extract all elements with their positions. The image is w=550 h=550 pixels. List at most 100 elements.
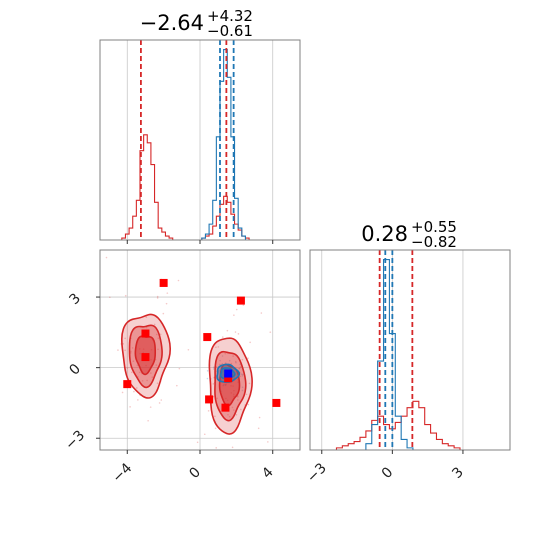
scatter-sample-dot [160,399,163,401]
scatter-sample-dot [109,296,111,299]
scatter-sample-dot [178,367,181,370]
scatter-sample-dot [131,347,134,349]
scatter-sample-dot [156,297,159,299]
scatter-sample-dot [245,393,248,396]
title-param0: −2.64 +4.32 −0.61 [140,7,253,40]
scatter-sample-dot [235,361,237,364]
scatter-sample-dot [231,446,234,449]
scatter-xtick-label: 0 [186,464,204,482]
scatter-sample-dot [158,402,161,404]
scatter-sample-dot [117,349,119,351]
scatter-sample-dot [126,367,129,369]
scatter-sample-dot [157,337,160,340]
scatter-marker-5 [123,380,132,389]
scatter-sample-dot [215,346,217,349]
hist-param1-series-line-1 [360,258,419,451]
hist-param1-bar-s1 [378,361,384,450]
scatter-sample-dot [240,408,242,411]
scatter-sample-dot [121,391,124,394]
scatter-sample-dot [228,359,231,362]
scatter-sample-dot [221,336,224,338]
scatter-sample-dot [239,375,242,378]
title-param1-upper: +0.55 [411,218,457,236]
scatter-sample-dot [249,341,251,344]
scatter-sample-dot [217,346,220,348]
scatter-sample-dot [269,331,272,333]
hist-panel-param1: −3 0 3 [304,249,511,486]
scatter-sample-dot [139,371,141,374]
hist-param1-bar-s1 [395,416,401,450]
scatter-sample-dot [267,441,269,443]
scatter-marker-4 [141,353,150,362]
scatter-sample-dot [130,350,132,353]
scatter-sample-dot [212,368,215,370]
scatter-sample-dot [166,292,169,294]
hist-param1-xtick-label: 3 [449,464,467,482]
hist-param1-xtick-label: 0 [379,464,397,482]
scatter-sample-dot [257,427,260,430]
scatter-sample-dot [241,373,244,376]
hist-param1-bar-s0 [419,408,425,450]
scatter-sample-dot [219,359,221,362]
scatter-sample-dot [177,279,180,282]
scatter-sample-dot [149,406,152,408]
scatter-sample-dot [176,384,178,387]
scatter-sample-dot [235,308,238,311]
scatter-sample-dot [146,379,148,382]
scatter-sample-dot [187,348,190,351]
scatter-sample-dot [162,312,165,315]
scatter-sample-dot [241,375,244,377]
scatter-sample-dot [231,406,234,409]
hist-panel-param1-frame [310,250,510,450]
scatter-sample-dot [230,362,233,365]
scatter-sample-dot [238,367,240,370]
scatter-sample-dot [157,348,159,351]
scatter-xtick-label: −4 [109,460,135,486]
scatter-sample-dot [206,377,209,380]
hist-param1-bar-s0 [425,425,431,450]
hist-param1-bar-s0 [348,444,354,450]
scatter-sample-dot [124,337,126,340]
scatter-sample-dot [156,295,159,298]
title-param0-lower: −0.61 [207,22,253,40]
scatter-sample-dot [207,410,210,412]
scatter-sample-dot [218,363,221,366]
scatter-sample-dot [227,413,229,416]
scatter-sample-dot [241,358,244,361]
scatter-marker-1 [236,296,245,305]
hist-param1-series-line-0 [330,400,466,451]
scatter-sample-dot [248,382,251,385]
scatter-sample-dot [237,395,239,398]
scatter-sample-dot [147,419,149,422]
scatter-sample-dot [137,399,139,401]
scatter-sample-dot [242,304,245,306]
scatter-sample-dot [247,403,250,406]
scatter-panel-grid [100,250,300,450]
scatter-marker-2 [141,329,150,338]
scatter-sample-dot [122,343,125,345]
scatter-sample-dot [218,369,220,372]
scatter-marker-9 [224,374,233,383]
title-param1: 0.28 +0.55 −0.82 [361,218,457,251]
hist-param1-xtick-label: −3 [304,460,330,486]
title-param0-upper: +4.32 [207,7,253,25]
hist-param1-bar-s1 [401,439,407,450]
scatter-sample-dot [136,364,139,367]
hist-param1-bar-s0 [342,446,348,450]
scatter-ytick-label: −3 [62,427,88,453]
scatter-sample-dot [228,415,231,418]
scatter-sample-dot [221,362,224,365]
scatter-sample-dot [132,360,135,363]
scatter-marker-10 [224,369,233,378]
scatter-sample-dot [151,376,154,378]
title-param0-median: −2.64 [140,11,204,35]
hist-panel-param1-border [309,249,511,451]
hist-panel-param0-grid [126,40,274,240]
scatter-sample-dot [235,413,238,416]
scatter-sample-dot [215,447,218,449]
hist-param1-bar-s1 [389,334,395,450]
scatter-sample-dot [156,382,159,384]
hist-param1-bar-s0 [448,446,454,450]
scatter-sample-dot [239,366,242,368]
hist-param1-bar-s1 [366,444,372,450]
